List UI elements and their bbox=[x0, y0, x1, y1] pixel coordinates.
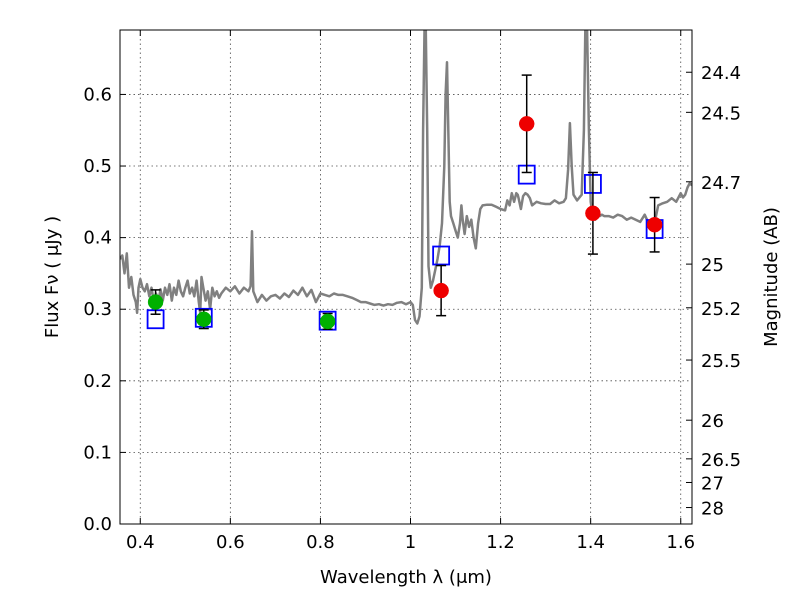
x-axis-label: Wavelength λ (μm) bbox=[320, 567, 492, 588]
optical-flux-point bbox=[196, 311, 212, 327]
magnitude-axis-label: Magnitude (AB) bbox=[761, 207, 782, 347]
optical-flux-point bbox=[319, 313, 336, 330]
plot-frame bbox=[119, 29, 693, 525]
y-tick-label: 0.2 bbox=[83, 371, 112, 392]
template-spectrum-line bbox=[120, 30, 692, 325]
y-tick-label: 0.3 bbox=[83, 299, 112, 320]
x-tick-label: 0.8 bbox=[306, 532, 335, 553]
x-tick-label: 1.2 bbox=[486, 532, 515, 553]
nir-flux-point bbox=[433, 282, 449, 299]
magnitude-tick-label: 24.5 bbox=[701, 103, 741, 124]
nir-flux-point bbox=[646, 216, 663, 233]
optical-flux-point bbox=[147, 294, 164, 310]
y-axis-ticks: 0.0 0.1 0.2 0.3 0.4 0.5 0.6 bbox=[83, 84, 126, 535]
x-tick-label: 0.4 bbox=[126, 532, 155, 553]
magnitude-tick-label: 25 bbox=[701, 255, 724, 276]
nir-flux-point bbox=[585, 205, 601, 222]
x-tick-label: 1.4 bbox=[576, 532, 605, 553]
magnitude-tick-label: 26 bbox=[701, 411, 724, 432]
magnitude-tick-label: 26.5 bbox=[701, 450, 741, 471]
magnitude-tick-label: 24.4 bbox=[701, 63, 741, 84]
y-axis-label: Flux Fν ( μJy ) bbox=[42, 216, 63, 338]
x-axis-ticks: 0.4 0.6 0.8 1 1.2 1.4 1.6 bbox=[126, 30, 695, 553]
x-tick-label: 1.6 bbox=[666, 532, 695, 553]
magnitude-tick-label: 27 bbox=[701, 473, 724, 494]
y-tick-label: 0.6 bbox=[83, 84, 112, 105]
nir-flux-point bbox=[518, 116, 535, 132]
y-tick-label: 0.4 bbox=[83, 228, 112, 249]
model-flux-square bbox=[432, 245, 451, 266]
y-tick-label: 0.5 bbox=[83, 156, 112, 177]
magnitude-tick-label: 25.5 bbox=[701, 351, 741, 372]
template-spectrum-layer bbox=[120, 30, 692, 325]
x-tick-label: 0.6 bbox=[216, 532, 245, 553]
y-tick-label: 0.0 bbox=[83, 514, 112, 535]
magnitude-axis-ticks: 24.4 24.5 24.7 25 25.2 25.5 26 26.527 28 bbox=[686, 63, 741, 520]
magnitude-tick-label: 25.2 bbox=[701, 299, 741, 320]
photometry-markers-layer bbox=[146, 74, 664, 331]
magnitude-tick-label: 28 bbox=[701, 499, 724, 520]
x-tick-label: 1 bbox=[405, 532, 416, 553]
y-tick-label: 0.1 bbox=[83, 442, 112, 463]
plot-background bbox=[120, 30, 692, 524]
magnitude-tick-label: 24.7 bbox=[701, 173, 741, 194]
